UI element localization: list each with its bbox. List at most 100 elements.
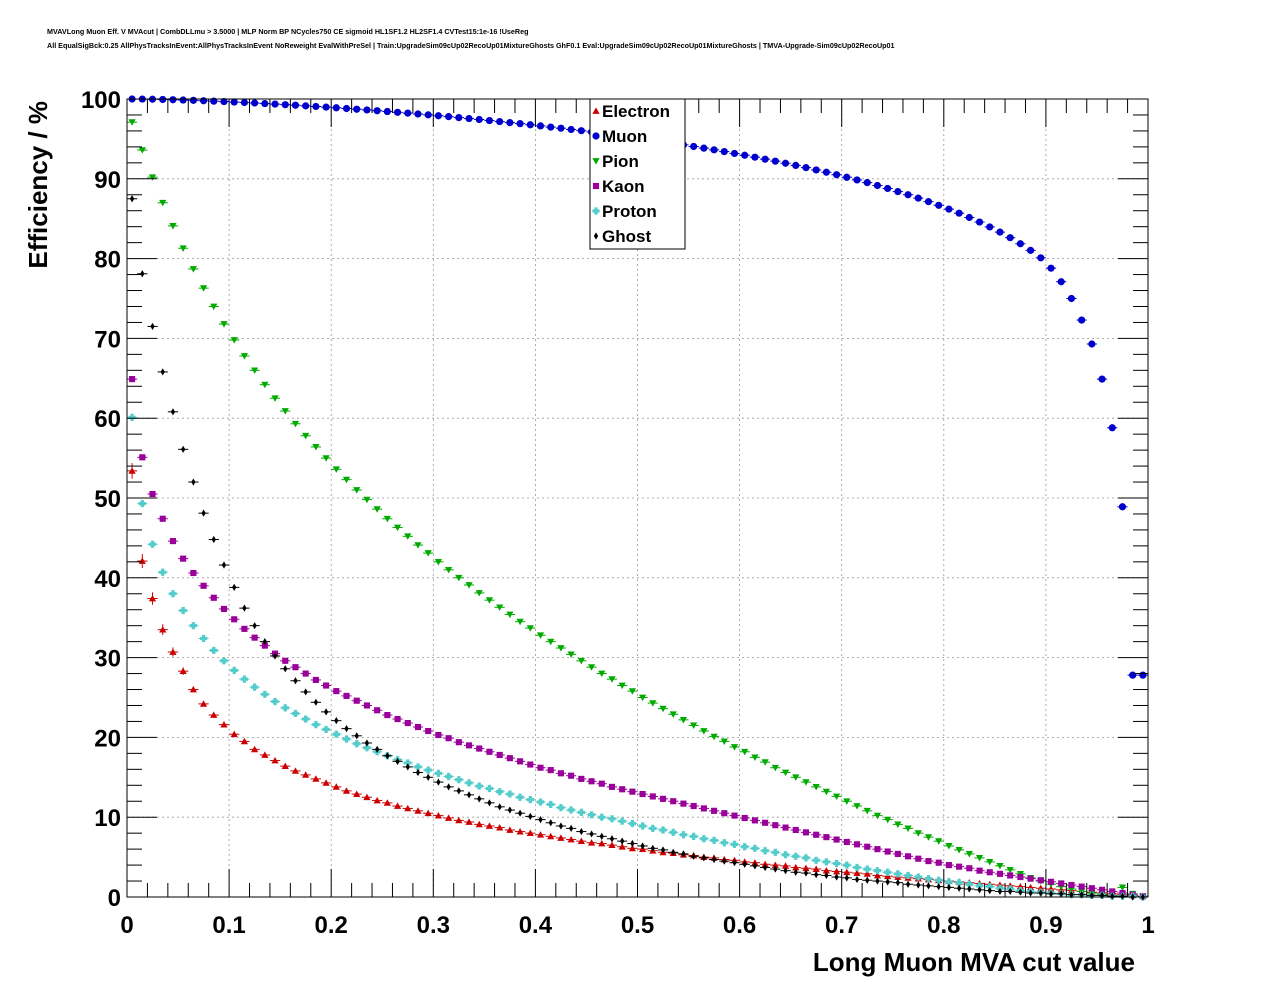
data-point xyxy=(221,561,227,569)
data-point xyxy=(1129,671,1137,679)
data-point xyxy=(832,171,841,179)
data-point xyxy=(446,783,451,791)
data-point xyxy=(506,755,513,762)
data-point xyxy=(445,735,452,742)
data-point xyxy=(169,96,177,104)
data-point xyxy=(598,670,606,678)
data-point xyxy=(620,837,625,845)
data-point xyxy=(1047,264,1055,272)
data-point xyxy=(547,800,555,809)
data-point xyxy=(965,213,973,222)
data-point xyxy=(425,727,432,735)
data-point xyxy=(690,142,698,151)
data-point xyxy=(435,731,442,739)
data-point xyxy=(190,569,197,577)
y-tick-label: 10 xyxy=(94,805,121,832)
data-point xyxy=(465,818,473,825)
data-point xyxy=(496,823,504,831)
data-point xyxy=(967,885,972,893)
data-point xyxy=(434,812,443,819)
data-point xyxy=(404,109,412,117)
data-point xyxy=(475,782,483,790)
data-point xyxy=(506,119,514,127)
data-point xyxy=(863,870,871,877)
data-point xyxy=(659,705,667,713)
data-point xyxy=(199,634,208,643)
data-point xyxy=(700,728,708,735)
data-point xyxy=(1099,891,1105,900)
data-point xyxy=(312,676,319,684)
data-point xyxy=(822,867,830,874)
data-point xyxy=(353,740,361,748)
legend-marker xyxy=(593,232,599,240)
data-point xyxy=(588,778,595,785)
data-point xyxy=(466,791,472,799)
data-point xyxy=(874,846,881,853)
data-point xyxy=(302,432,310,440)
data-point xyxy=(589,830,594,838)
data-point xyxy=(394,715,401,723)
data-point xyxy=(1120,892,1125,900)
data-point xyxy=(1057,278,1065,286)
data-point xyxy=(557,834,565,841)
data-point xyxy=(180,445,186,453)
data-point xyxy=(1109,888,1116,895)
data-point xyxy=(128,467,136,474)
data-point xyxy=(781,862,790,869)
data-point xyxy=(322,455,330,462)
y-tick-label: 70 xyxy=(94,326,121,353)
data-point xyxy=(894,870,902,878)
data-point xyxy=(926,882,931,890)
data-point xyxy=(996,862,1004,870)
data-point xyxy=(189,96,197,104)
data-point xyxy=(159,626,167,633)
data-point xyxy=(751,754,759,761)
data-point xyxy=(598,813,606,821)
data-point xyxy=(283,665,288,673)
data-point xyxy=(945,878,953,886)
data-point xyxy=(987,887,992,895)
data-point xyxy=(975,882,984,890)
data-point xyxy=(628,819,636,828)
data-point xyxy=(975,218,984,226)
x-tick-label: 0.8 xyxy=(927,912,960,939)
data-point xyxy=(761,759,769,766)
data-point xyxy=(436,778,441,786)
data-point xyxy=(1018,888,1023,896)
data-point xyxy=(455,739,462,746)
data-point xyxy=(302,670,309,677)
data-point xyxy=(230,98,238,106)
data-point xyxy=(1139,671,1147,679)
y-axis-label: Efficiency / % xyxy=(23,101,53,269)
data-point xyxy=(516,120,524,128)
data-point xyxy=(129,376,136,383)
data-point xyxy=(128,119,136,126)
data-point xyxy=(547,123,555,131)
data-point xyxy=(485,822,494,829)
data-point xyxy=(710,733,718,741)
data-point xyxy=(332,104,340,112)
data-point xyxy=(434,112,443,120)
data-point xyxy=(567,835,575,843)
data-point xyxy=(261,99,269,108)
data-point xyxy=(517,758,524,765)
data-point xyxy=(220,721,228,728)
data-point xyxy=(353,790,361,797)
data-point xyxy=(526,121,534,129)
data-point xyxy=(497,803,502,811)
data-point xyxy=(935,859,942,866)
data-point xyxy=(210,594,217,601)
data-point xyxy=(863,865,871,873)
y-tick-label: 90 xyxy=(94,167,121,194)
data-point xyxy=(618,843,626,850)
data-point xyxy=(1008,887,1013,896)
data-point xyxy=(281,408,289,415)
data-point xyxy=(875,877,880,885)
data-point xyxy=(773,865,778,873)
data-point xyxy=(792,774,800,781)
data-point xyxy=(272,652,278,660)
data-point xyxy=(955,209,963,217)
data-point xyxy=(976,867,983,874)
data-point xyxy=(955,847,963,854)
data-point xyxy=(966,865,973,872)
